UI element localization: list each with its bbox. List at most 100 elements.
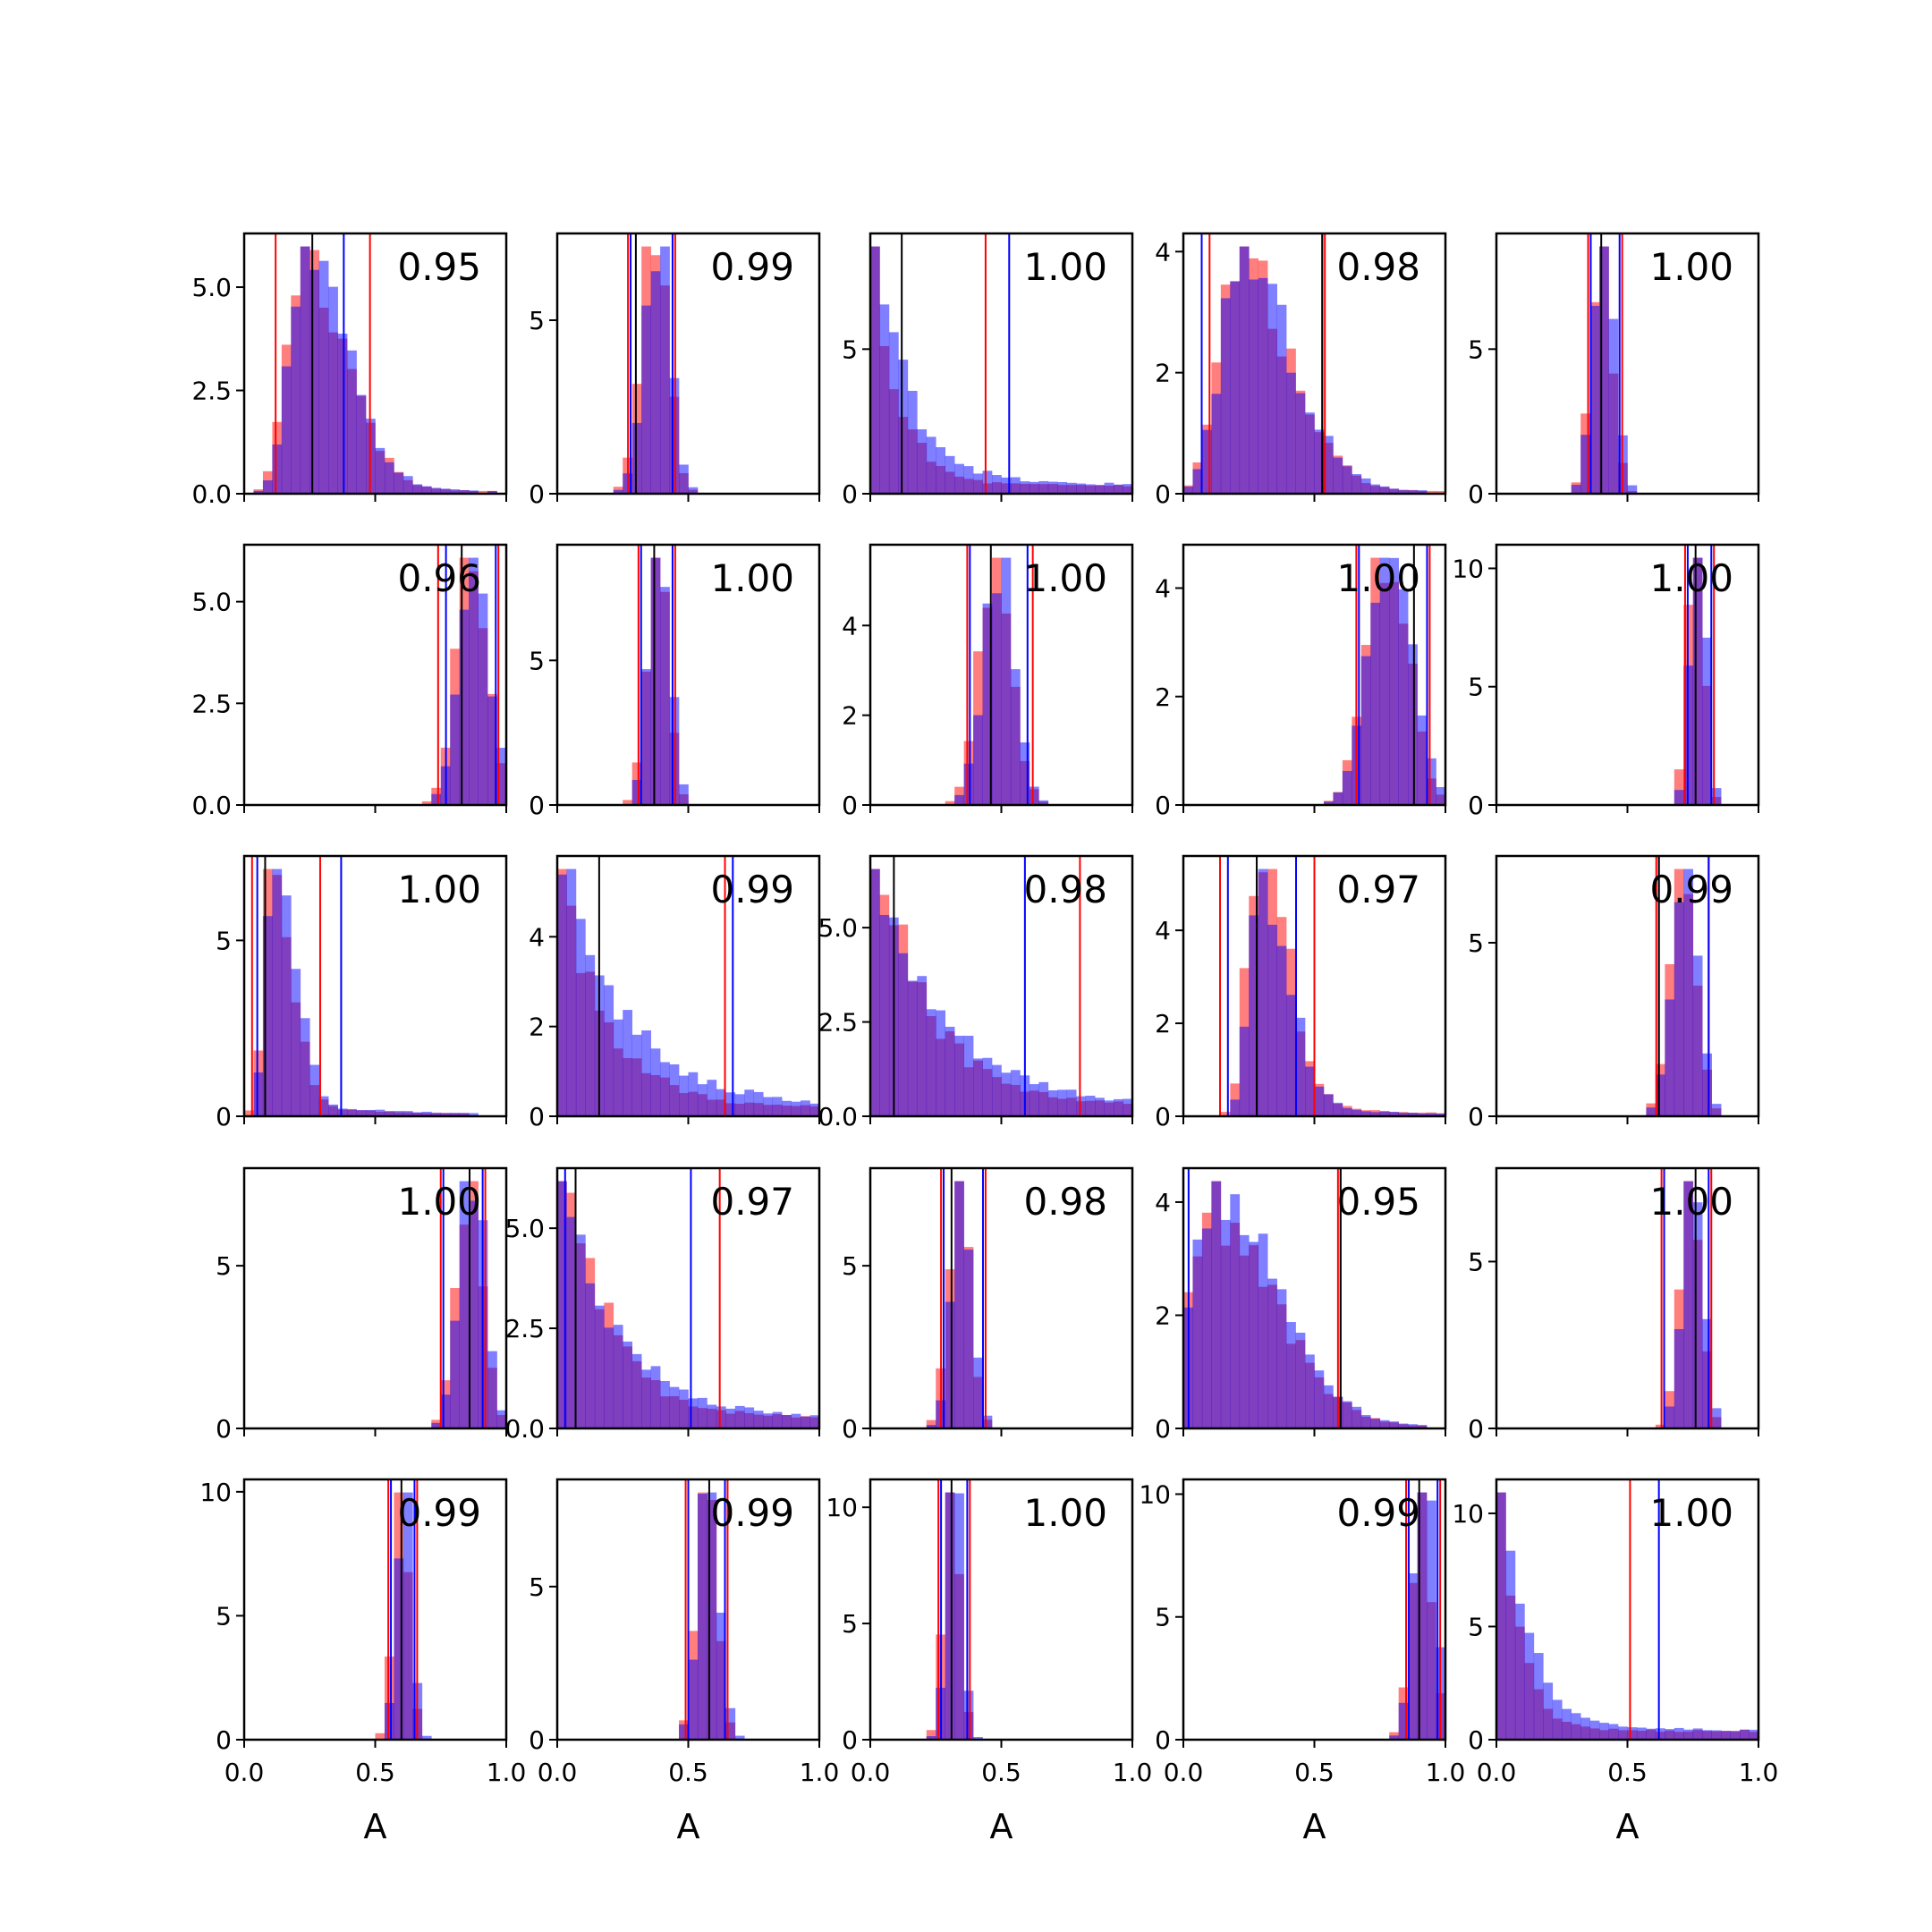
- blue-bar: [650, 1048, 661, 1116]
- blue-bar: [1192, 1239, 1203, 1428]
- x-tick-label: 0.5: [668, 1758, 708, 1787]
- blue-bar: [936, 446, 946, 494]
- blue-bar: [1201, 1228, 1212, 1428]
- blue-bar: [1417, 1492, 1428, 1740]
- blue-bar: [1333, 1102, 1343, 1116]
- y-tick-label: 5: [1468, 928, 1484, 958]
- blue-bar: [697, 1397, 708, 1428]
- y-tick-label: 0.0: [191, 791, 232, 820]
- blue-bar: [898, 360, 909, 494]
- y-tick-label: 4: [1155, 916, 1171, 945]
- y-tick-label: 0.0: [818, 1102, 858, 1131]
- blue-bar: [1389, 1112, 1399, 1116]
- blue-bar: [402, 476, 413, 494]
- blue-bar: [1360, 478, 1371, 494]
- blue-bar: [734, 1735, 745, 1740]
- blue-bar: [1258, 1233, 1268, 1428]
- histogram-bars: [623, 557, 689, 805]
- blue-bar: [801, 1416, 810, 1428]
- blue-bar: [879, 914, 890, 1116]
- blue-bar: [384, 1702, 394, 1740]
- y-tick-label: 0: [529, 791, 545, 820]
- blue-bar: [1029, 786, 1039, 805]
- blue-bar: [421, 1735, 432, 1740]
- blue-bar: [1646, 1107, 1657, 1116]
- blue-bar: [496, 1410, 506, 1428]
- blue-bar: [926, 436, 936, 494]
- blue-bar: [707, 1404, 717, 1428]
- x-axis-label: A: [1616, 1807, 1640, 1846]
- panel-stat-label: 0.99: [1649, 868, 1733, 911]
- panel-stat-label: 0.99: [710, 245, 794, 289]
- blue-bar: [459, 1113, 470, 1116]
- blue-bar: [982, 470, 993, 494]
- blue-bar: [613, 1325, 623, 1428]
- blue-bar: [394, 472, 404, 494]
- blue-bar: [870, 246, 880, 494]
- y-tick-label: 0: [1468, 1414, 1484, 1444]
- blue-bar: [1436, 1113, 1445, 1116]
- y-tick-label: 5: [1468, 1612, 1484, 1641]
- blue-bar: [1192, 469, 1203, 494]
- blue-bar: [1417, 715, 1428, 805]
- panel-stat-label: 1.00: [1649, 1180, 1733, 1224]
- blue-bar: [1066, 482, 1077, 494]
- blue-bar: [1674, 1328, 1684, 1428]
- interval-lines: [870, 856, 1081, 1116]
- blue-bar: [1211, 1181, 1222, 1428]
- x-tick-label: 0.0: [851, 1758, 891, 1787]
- panel-r2-c0: 051.00: [216, 854, 508, 1131]
- blue-bar: [660, 1381, 670, 1428]
- blue-bar: [1286, 372, 1296, 494]
- blue-bar: [688, 1659, 699, 1740]
- blue-bar: [1711, 1730, 1722, 1740]
- blue-bar: [1702, 1730, 1712, 1740]
- y-tick-label: 0: [1155, 1102, 1171, 1131]
- blue-bar: [1389, 1735, 1399, 1740]
- interval-lines: [557, 856, 734, 1116]
- blue-bar: [300, 246, 310, 494]
- blue-bar: [440, 1113, 451, 1116]
- blue-bar: [1427, 758, 1436, 805]
- blue-bar: [347, 350, 357, 494]
- interval-lines: [1405, 1479, 1442, 1740]
- blue-bar: [1323, 1094, 1334, 1116]
- blue-bar: [1524, 1632, 1535, 1740]
- blue-bar: [1104, 1100, 1114, 1116]
- x-tick-label: 1.0: [1426, 1758, 1466, 1787]
- blue-bar: [337, 1108, 348, 1116]
- panel-r1-c2: 0 2 4 1.00: [842, 543, 1134, 820]
- blue-bar: [1408, 490, 1418, 494]
- blue-bar: [1370, 1112, 1381, 1116]
- blue-bar: [1417, 1113, 1428, 1116]
- blue-bar: [669, 1064, 680, 1116]
- panel-r1-c0: 0.0 2.5 5.0 0.96: [191, 543, 508, 820]
- y-tick-label: 0: [842, 791, 858, 820]
- blue-bar: [1702, 1318, 1712, 1428]
- blue-bar: [791, 1101, 801, 1116]
- blue-bar: [440, 488, 451, 494]
- blue-bar: [337, 334, 348, 494]
- blue-bar: [1029, 1084, 1039, 1116]
- blue-bar: [641, 669, 651, 805]
- blue-bar: [1352, 474, 1362, 494]
- panel-r4-c1: 0 5 0.0 0.5 1.0 A 0.99: [529, 1478, 839, 1846]
- blue-bar: [753, 1091, 764, 1116]
- blue-bar: [1104, 482, 1114, 494]
- blue-bar: [945, 1301, 955, 1428]
- histogram-bars: [679, 1492, 745, 1740]
- blue-bar: [431, 1422, 442, 1428]
- blue-bar: [1674, 790, 1684, 805]
- blue-bar: [631, 422, 642, 494]
- blue-bar: [487, 696, 497, 805]
- blue-bar: [631, 780, 642, 805]
- blue-bar: [679, 784, 689, 805]
- interval-lines: [684, 1479, 729, 1740]
- blue-bar: [1314, 1370, 1325, 1428]
- x-tick-label: 1.0: [487, 1758, 527, 1787]
- blue-bar: [1342, 1107, 1352, 1116]
- blue-bar: [963, 466, 974, 494]
- blue-bar: [575, 919, 586, 1116]
- blue-bar: [1721, 1731, 1731, 1740]
- panel-r3-c4: 051.00: [1468, 1166, 1760, 1444]
